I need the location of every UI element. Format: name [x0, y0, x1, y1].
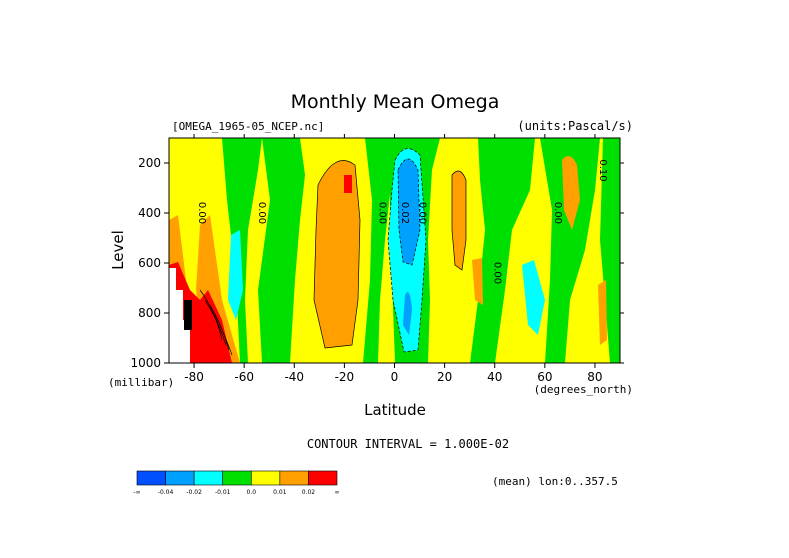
contour-label: 0.00	[417, 202, 428, 224]
legend-swatch	[308, 470, 338, 486]
contour-label: 0.02	[399, 202, 410, 224]
x-axis-label: Latitude	[364, 401, 426, 419]
contour-label: 0.00	[196, 202, 207, 224]
legend-swatch	[222, 470, 252, 486]
descent-regions	[169, 156, 607, 363]
ascent-regions	[228, 148, 545, 352]
x-tick-label: 40	[487, 370, 502, 384]
x-tick-label: -20	[335, 370, 355, 384]
x-unit-label: (degrees_north)	[534, 383, 633, 396]
x-tick-label: 20	[437, 370, 452, 384]
legend-label: -∞	[133, 489, 140, 496]
legend-swatch	[136, 470, 166, 486]
y-tick-label: 400	[138, 206, 161, 220]
chart-title: Monthly Mean Omega	[291, 91, 500, 113]
x-tick-label: -40	[284, 370, 304, 384]
y-unit-label: (millibar)	[108, 376, 174, 389]
contour-label: 0.10	[597, 159, 608, 181]
legend-label: 0.01	[273, 489, 287, 496]
legend-label: -0.01	[215, 489, 231, 496]
contour-interval-label: CONTOUR INTERVAL = 1.000E-02	[307, 437, 509, 451]
y-tick-label: 200	[138, 156, 161, 170]
y-tick-label: 600	[138, 256, 161, 270]
y-axis-label: Level	[109, 230, 127, 270]
legend-swatch	[165, 470, 195, 486]
units-label: (units:Pascal/s)	[517, 119, 633, 133]
dataset-label: [OMEGA_1965-05_NCEP.nc]	[172, 120, 324, 133]
x-tick-label: 0	[391, 370, 399, 384]
legend-swatch	[279, 470, 309, 486]
legend-label: 0.02	[302, 489, 316, 496]
plot-area	[168, 137, 621, 364]
legend-label: ∞	[335, 489, 340, 496]
y-axis: 200 400 600 800 1000	[130, 156, 624, 370]
contour-label: 0.00	[552, 202, 563, 224]
legend-label: 0.0	[247, 489, 257, 496]
x-tick-label: -60	[234, 370, 254, 384]
legend-label: -0.02	[186, 489, 202, 496]
contour-label: 0.00	[376, 202, 387, 224]
mean-note: (mean) lon:0..357.5	[492, 475, 618, 488]
x-tick-label: -80	[184, 370, 204, 384]
contour-label: 0.00	[492, 262, 503, 284]
contour-label: 0.00	[256, 202, 267, 224]
y-tick-label: 1000	[130, 356, 161, 370]
x-tick-label: 80	[587, 370, 602, 384]
legend-swatch	[193, 470, 224, 486]
color-legend: -∞ -0.04 -0.02 -0.01 0.0 0.01 0.02 ∞	[133, 470, 340, 496]
x-axis: -80 -60 -40 -20 0 20 40 60 80	[184, 134, 603, 384]
contour-lines	[199, 148, 467, 356]
x-tick-label: 60	[537, 370, 552, 384]
legend-swatch	[250, 470, 281, 486]
legend-label: -0.04	[158, 489, 174, 496]
contour-labels: 0.00 0.00 0.00 0.02 0.00 0.00 0.00 0.10	[196, 159, 608, 284]
y-tick-label: 800	[138, 306, 161, 320]
